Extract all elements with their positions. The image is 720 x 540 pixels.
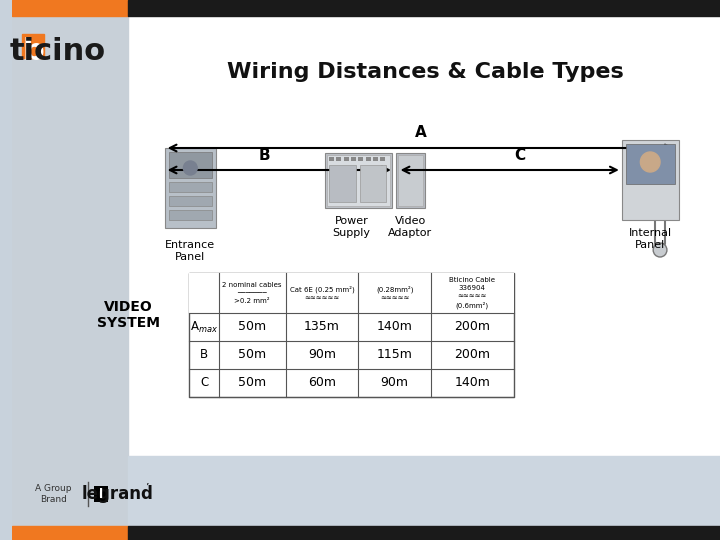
Text: b: b	[22, 37, 44, 66]
Text: 115m: 115m	[377, 348, 413, 361]
Text: 50m: 50m	[238, 348, 266, 361]
Bar	[128, 0, 720, 16]
Bar	[128, 16, 720, 456]
Text: VIDEO
SYSTEM: VIDEO SYSTEM	[96, 300, 160, 330]
Text: B: B	[258, 148, 270, 163]
Text: Video
Adaptor: Video Adaptor	[388, 216, 433, 238]
Bar	[189, 273, 513, 313]
Bar	[373, 157, 378, 161]
Bar	[325, 153, 392, 208]
Bar	[94, 486, 108, 502]
Bar	[12, 0, 128, 16]
Text: Wiring Distances & Cable Types: Wiring Distances & Cable Types	[227, 62, 624, 82]
Bar	[128, 526, 720, 540]
Bar	[626, 144, 675, 184]
Bar	[168, 182, 212, 192]
Text: 135m: 135m	[304, 321, 340, 334]
Bar	[351, 157, 356, 161]
Text: Internal
Panel: Internal Panel	[629, 228, 672, 249]
Bar	[329, 165, 356, 202]
Text: C: C	[514, 148, 525, 163]
Bar	[397, 155, 423, 206]
Text: 140m: 140m	[454, 376, 490, 389]
Text: 140m: 140m	[377, 321, 413, 334]
Text: Entrance
Panel: Entrance Panel	[165, 240, 215, 261]
Bar	[360, 165, 386, 202]
Bar	[327, 155, 390, 206]
Text: A: A	[415, 125, 427, 140]
Text: C: C	[200, 376, 208, 389]
Circle shape	[184, 161, 197, 175]
Text: 90m: 90m	[381, 376, 409, 389]
Bar	[128, 456, 720, 540]
Bar	[189, 273, 513, 397]
Text: ’: ’	[145, 483, 148, 493]
Text: A Group
Brand: A Group Brand	[35, 484, 72, 504]
Bar	[12, 16, 128, 540]
Text: 2 nominal cables
───────
>0.2 mm²: 2 nominal cables ─────── >0.2 mm²	[222, 282, 282, 304]
Text: 90m: 90m	[308, 348, 336, 361]
Bar	[336, 157, 341, 161]
Bar	[165, 148, 216, 228]
Bar	[329, 157, 334, 161]
Text: legrand: legrand	[81, 485, 153, 503]
Bar	[359, 157, 364, 161]
Text: (0.28mm²)
≈≈≈≈≈: (0.28mm²) ≈≈≈≈≈	[376, 285, 413, 301]
Text: B: B	[200, 348, 208, 361]
Bar	[22, 34, 44, 58]
Bar	[12, 526, 128, 540]
Bar	[168, 210, 212, 220]
Text: A$_{max}$: A$_{max}$	[190, 320, 218, 335]
Bar	[168, 196, 212, 206]
Circle shape	[653, 243, 667, 257]
Bar	[622, 140, 679, 220]
Bar	[396, 153, 426, 208]
Circle shape	[640, 152, 660, 172]
Text: 60m: 60m	[308, 376, 336, 389]
Text: 50m: 50m	[238, 376, 266, 389]
Bar	[343, 157, 348, 161]
Text: 200m: 200m	[454, 348, 490, 361]
Text: l: l	[99, 488, 103, 501]
Text: Cat 6E (0.25 mm²)
≈≈≈≈≈≈: Cat 6E (0.25 mm²) ≈≈≈≈≈≈	[289, 285, 354, 301]
Text: Bticino Cable
336904
≈≈≈≈≈
(0.6mm²): Bticino Cable 336904 ≈≈≈≈≈ (0.6mm²)	[449, 277, 495, 309]
Bar	[366, 157, 371, 161]
Bar	[168, 152, 212, 178]
Text: Power
Supply: Power Supply	[333, 216, 371, 238]
Text: ticino: ticino	[9, 37, 106, 66]
Bar	[380, 157, 385, 161]
Text: 200m: 200m	[454, 321, 490, 334]
Text: 50m: 50m	[238, 321, 266, 334]
